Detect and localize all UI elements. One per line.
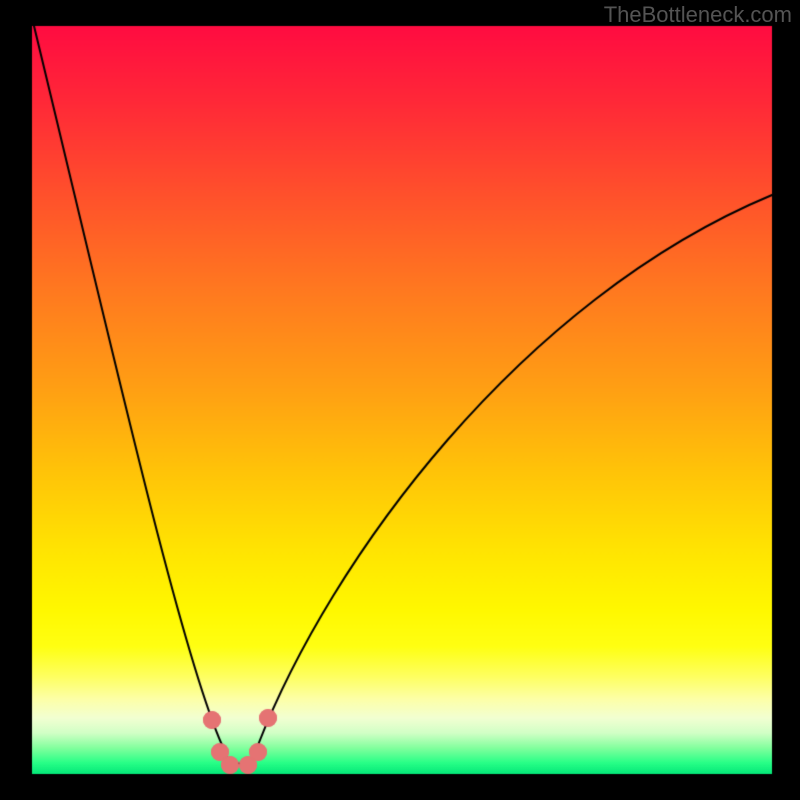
watermark-text: TheBottleneck.com xyxy=(604,2,792,28)
bottleneck-chart-canvas xyxy=(0,0,800,800)
